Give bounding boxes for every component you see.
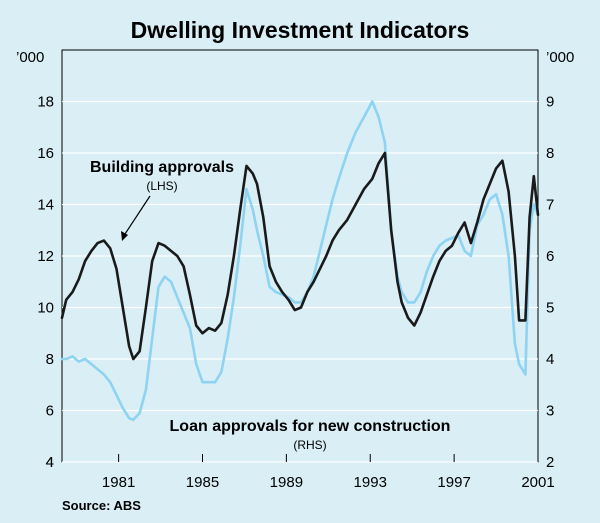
left-tick-label: 12 <box>37 248 54 265</box>
building-approvals-axis-note: (LHS) <box>146 179 177 193</box>
right-tick-label: 2 <box>546 454 554 471</box>
left-tick-label: 8 <box>46 351 54 368</box>
left-tick-label: 16 <box>37 145 54 162</box>
left-tick-label: 4 <box>46 454 54 471</box>
right-tick-label: 9 <box>546 94 554 111</box>
right-tick-label: 3 <box>546 403 554 420</box>
x-tick-label: 1997 <box>437 474 470 491</box>
left-tick-label: 4 <box>46 454 54 471</box>
left-axis-unit: ’000 <box>16 49 44 66</box>
left-tick-label: 10 <box>37 300 54 317</box>
x-tick-label: 1985 <box>186 474 219 491</box>
left-tick-label: 18 <box>37 94 54 111</box>
building-approvals-arrow-line <box>124 195 151 235</box>
x-tick-label: 1993 <box>354 474 387 491</box>
building-approvals-arrow-head <box>121 231 128 241</box>
left-tick-label: 14 <box>37 197 54 214</box>
x-tick-label: 1989 <box>270 474 303 491</box>
x-axis-ticks: 1981 1985 1989 1993 1997 2001 <box>102 454 555 491</box>
right-tick-label: 7 <box>546 197 554 214</box>
right-axis-ticks: 2 3 4 5 6 7 8 9 <box>546 94 554 472</box>
right-tick-label: 6 <box>546 248 554 265</box>
right-tick-label: 4 <box>546 351 554 368</box>
right-axis-unit: ’000 <box>546 49 574 66</box>
series-building-approvals-line <box>60 151 540 361</box>
loan-approvals-axis-note: (RHS) <box>293 438 326 452</box>
source-note: Source: ABS <box>62 498 141 513</box>
loan-approvals-label: Loan approvals for new construction <box>170 418 451 435</box>
chart-title: Dwelling Investment Indicators <box>131 17 470 43</box>
left-tick-label: 6 <box>46 403 54 420</box>
gridlines <box>62 100 538 463</box>
series-layer <box>60 100 540 422</box>
series-loan-approvals-line <box>60 100 540 422</box>
x-tick-label: 2001 <box>521 474 554 491</box>
right-tick-label: 8 <box>546 145 554 162</box>
right-tick-label: 5 <box>546 300 554 317</box>
building-approvals-label: Building approvals <box>90 159 234 176</box>
x-tick-label: 1981 <box>102 474 135 491</box>
